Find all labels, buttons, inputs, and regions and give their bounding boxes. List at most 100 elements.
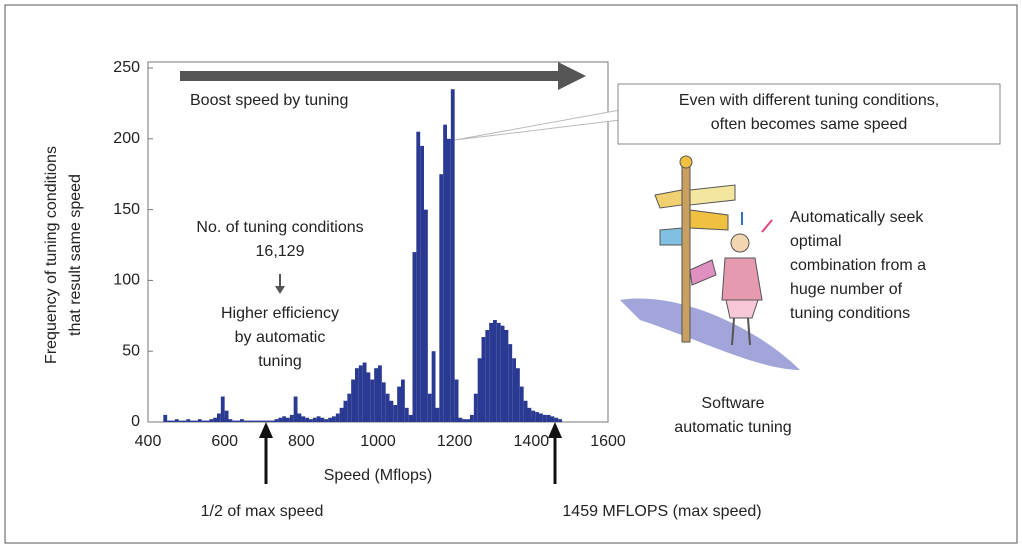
- bar: [220, 396, 225, 422]
- bar: [289, 414, 294, 422]
- bar: [389, 400, 394, 422]
- bar: [485, 329, 490, 422]
- bar: [320, 417, 325, 422]
- bar: [496, 322, 501, 422]
- bar: [531, 410, 536, 422]
- bar: [393, 405, 398, 422]
- bar: [171, 420, 175, 422]
- boost-label: Boost speed by tuning: [190, 92, 348, 109]
- bar: [431, 351, 436, 422]
- bar: [412, 252, 417, 422]
- bar: [366, 372, 371, 422]
- y-axis-label: that result same speed: [67, 174, 84, 336]
- bar: [489, 322, 493, 422]
- efficiency-text: by automatic: [235, 329, 326, 346]
- bar: [324, 419, 329, 422]
- bar: [347, 393, 352, 422]
- half-speed-label: 1/2 of max speed: [201, 503, 324, 520]
- bar: [312, 417, 317, 422]
- max-speed-label: 1459 MFLOPS (max speed): [562, 503, 761, 520]
- bar: [424, 209, 428, 422]
- bar: [293, 396, 298, 422]
- bar: [370, 379, 375, 422]
- x-tick-label: 1400: [514, 433, 550, 450]
- bar: [519, 386, 524, 422]
- x-tick-label: 400: [135, 433, 162, 450]
- seek-text: optimal: [790, 233, 842, 250]
- bar: [546, 414, 551, 422]
- x-tick-label: 1000: [360, 433, 396, 450]
- bar: [462, 419, 467, 422]
- bar: [247, 420, 252, 422]
- bar: [209, 419, 214, 422]
- bar: [213, 417, 217, 422]
- y-tick-label: 0: [131, 413, 140, 430]
- bar: [205, 420, 210, 422]
- bar: [270, 420, 275, 422]
- bar: [539, 413, 543, 422]
- bar: [535, 412, 539, 422]
- bar: [217, 413, 221, 422]
- bar: [178, 420, 183, 422]
- bar: [420, 145, 424, 422]
- y-tick-label: 250: [113, 59, 140, 76]
- efficiency-text: Higher efficiency: [221, 305, 339, 322]
- bar: [550, 416, 555, 422]
- bar: [554, 417, 559, 422]
- bar: [542, 414, 547, 422]
- bar: [243, 420, 248, 422]
- bar: [450, 89, 455, 423]
- bar: [232, 420, 237, 422]
- bar: [558, 419, 562, 422]
- bar: [385, 393, 390, 422]
- bar: [305, 417, 309, 422]
- bar: [236, 420, 240, 422]
- y-tick-label: 100: [113, 272, 140, 289]
- bar: [201, 420, 206, 422]
- y-axis-label: Frequency of tuning conditions: [43, 146, 60, 364]
- bar: [416, 131, 421, 422]
- y-tick-label: 50: [122, 342, 140, 359]
- bar: [328, 417, 332, 422]
- bar: [194, 420, 198, 422]
- bar: [397, 386, 401, 422]
- bar: [516, 368, 520, 422]
- x-axis-label: Speed (Mflops): [324, 467, 433, 484]
- bar: [358, 365, 363, 422]
- bar: [439, 174, 444, 422]
- callout-text: often becomes same speed: [711, 116, 908, 133]
- bar: [508, 344, 513, 422]
- bar: [339, 407, 344, 422]
- bar: [278, 417, 283, 422]
- boost-arrow-head: [558, 62, 586, 90]
- bar: [251, 420, 256, 422]
- bar: [374, 368, 378, 422]
- bar: [408, 414, 413, 422]
- bar: [167, 420, 171, 422]
- bar: [493, 320, 497, 422]
- bar: [266, 420, 271, 422]
- bar: [224, 410, 229, 422]
- bar: [404, 407, 409, 422]
- bar: [378, 365, 382, 422]
- bar: [309, 419, 313, 422]
- bar: [504, 329, 509, 422]
- efficiency-text: tuning: [258, 353, 302, 370]
- down-arrow-head: [275, 286, 285, 294]
- seek-text: Automatically seek: [790, 209, 924, 226]
- bar: [263, 420, 267, 422]
- bar: [381, 382, 386, 422]
- bar: [282, 416, 286, 422]
- x-tick-label: 1200: [437, 433, 473, 450]
- x-tick-label: 600: [211, 433, 238, 450]
- seek-text: huge number of: [790, 281, 903, 298]
- bar: [351, 379, 355, 422]
- bar: [481, 337, 486, 422]
- bar: [523, 400, 528, 422]
- bar: [335, 413, 340, 422]
- callout-text: Even with different tuning conditions,: [679, 92, 939, 109]
- bar: [343, 400, 348, 422]
- bar: [286, 417, 290, 422]
- bar: [182, 420, 187, 422]
